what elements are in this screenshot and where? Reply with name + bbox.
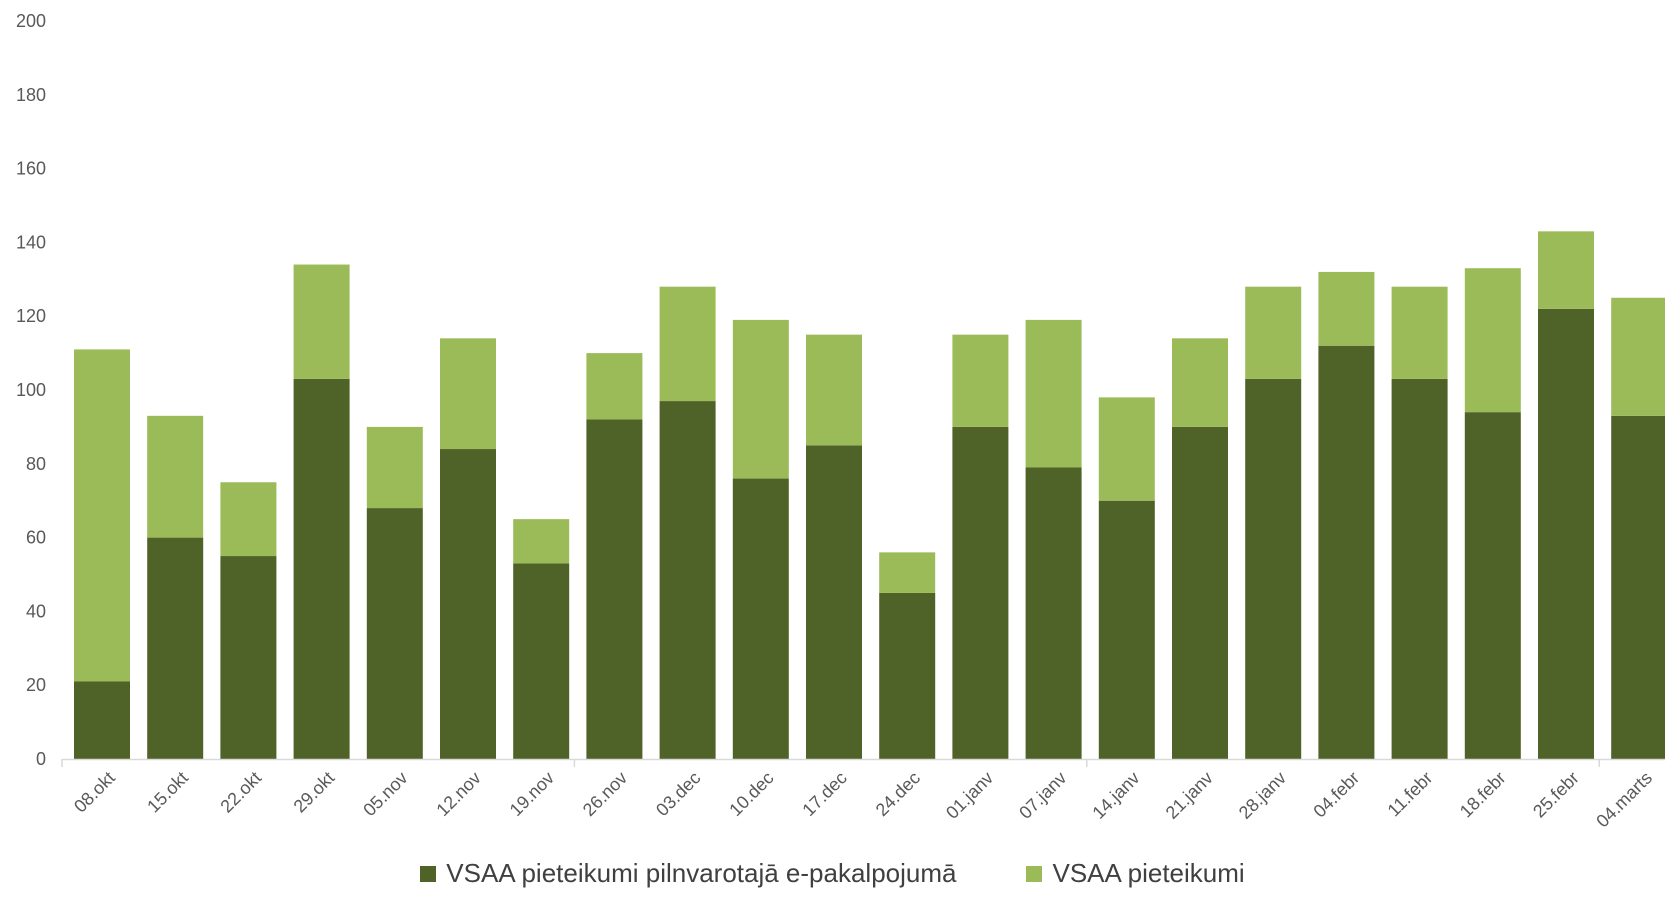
bar-segment-series-1 (586, 419, 643, 759)
x-tick-label: 18.febr (1456, 768, 1510, 822)
bar-segment-series-2 (1245, 286, 1302, 379)
x-tick-label: 21.janv (1162, 768, 1217, 823)
bar-segment-series-1 (513, 563, 570, 759)
bar-segment-series-2 (1318, 271, 1375, 346)
y-tick-label: 80 (26, 454, 46, 474)
x-tick-label: 11.febr (1384, 768, 1437, 821)
x-tick-label: 04.febr (1309, 768, 1363, 822)
bar-segment-series-2 (952, 334, 1009, 427)
x-tick-label: 12.nov (432, 768, 484, 820)
y-tick-label: 180 (16, 85, 46, 105)
x-tick-label: 19.nov (506, 768, 558, 820)
bars (74, 231, 1665, 759)
bar-segment-series-2 (879, 552, 936, 593)
bar-segment-series-2 (732, 319, 789, 479)
x-tick-label: 14.janv (1088, 768, 1143, 823)
bar-segment-series-1 (659, 401, 716, 759)
bar-segment-series-2 (1538, 231, 1594, 309)
x-tick-label: 03.dec (652, 768, 704, 820)
bar-segment-series-1 (366, 508, 423, 759)
y-tick-label: 60 (26, 528, 46, 548)
legend: VSAA pieteikumi pilnvarotajā e-pakalpoju… (0, 858, 1665, 889)
bar-segment-series-2 (513, 519, 570, 564)
bar-segment-series-1 (952, 426, 1009, 759)
x-tick-label: 05.nov (359, 768, 411, 820)
x-tick-label: 15.okt (143, 768, 192, 817)
bar-segment-series-1 (732, 478, 789, 759)
bar-segment-series-1 (147, 537, 204, 759)
bar-segment-series-2 (220, 482, 277, 557)
x-tick-label: 17.dec (798, 768, 850, 820)
y-tick-label: 120 (16, 306, 46, 326)
bar-segment-series-2 (1464, 268, 1521, 413)
bar-segment-series-2 (74, 349, 130, 682)
x-tick-label: 28.janv (1235, 768, 1290, 823)
bar-segment-series-2 (1098, 397, 1155, 501)
bar-segment-series-2 (1611, 297, 1665, 416)
x-tick-label: 25.febr (1529, 768, 1583, 822)
legend-swatch-series-2 (1026, 865, 1043, 882)
bar-segment-series-1 (1611, 415, 1665, 759)
x-tick-label: 07.janv (1015, 768, 1070, 823)
x-axis: 08.okt 15.okt 22.okt 29.okt 05.nov 12.nov 19.n… (61, 758, 1665, 832)
legend-label-series-1: VSAA pieteikumi pilnvarotajā e-pakalpoju… (446, 858, 957, 888)
bar-segment-series-1 (1245, 378, 1302, 759)
x-tick-label: 08.okt (70, 768, 119, 817)
y-tick-label: 40 (26, 601, 46, 621)
x-tick-label: 01.janv (942, 768, 997, 823)
legend-item-series-1: VSAA pieteikumi pilnvarotajā e-pakalpoju… (420, 858, 956, 889)
y-axis: 0 20 40 60 80 100 120 140 160 180 200 (16, 11, 46, 769)
bar-segment-series-1 (1098, 500, 1155, 759)
y-tick-label: 100 (16, 380, 46, 400)
legend-item-series-2: VSAA pieteikumi (1026, 858, 1245, 889)
bar-segment-series-1 (1538, 308, 1594, 759)
bar-segment-series-1 (74, 681, 130, 759)
legend-label-series-2: VSAA pieteikumi (1052, 858, 1245, 888)
bar-segment-series-2 (659, 286, 716, 402)
x-tick-label: 04.marts (1592, 768, 1656, 832)
bar-segment-series-1 (879, 592, 936, 759)
x-tick-label: 29.okt (290, 768, 339, 817)
bar-segment-series-2 (440, 338, 496, 450)
bar-segment-series-1 (1464, 412, 1521, 759)
x-tick-label: 24.dec (872, 768, 924, 820)
bar-segment-series-1 (220, 556, 277, 759)
bar-segment-series-2 (1172, 338, 1228, 427)
y-tick-label: 20 (26, 675, 46, 695)
bar-segment-series-2 (1391, 286, 1448, 379)
bar-segment-series-1 (806, 445, 862, 759)
x-tick-label: 26.nov (579, 768, 631, 820)
y-tick-label: 160 (16, 159, 46, 179)
bar-segment-series-1 (293, 378, 350, 759)
bar-segment-series-1 (1391, 378, 1448, 759)
bar-segment-series-2 (1025, 319, 1082, 468)
legend-swatch-series-1 (420, 865, 437, 882)
bar-segment-series-2 (293, 264, 350, 379)
bar-segment-series-2 (586, 353, 643, 420)
bar-segment-series-2 (366, 426, 423, 509)
bar-segment-series-1 (1318, 345, 1375, 759)
x-tick-label: 10.dec (725, 768, 777, 820)
y-tick-label: 140 (16, 232, 46, 252)
x-tick-label: 22.okt (216, 768, 265, 817)
bar-segment-series-2 (147, 415, 204, 538)
bar-segment-series-1 (1172, 426, 1228, 759)
bar-segment-series-2 (806, 334, 862, 446)
y-tick-label: 200 (16, 11, 46, 31)
bar-segment-series-1 (440, 449, 496, 759)
bar-segment-series-1 (1025, 467, 1082, 759)
y-tick-label: 0 (36, 749, 46, 769)
